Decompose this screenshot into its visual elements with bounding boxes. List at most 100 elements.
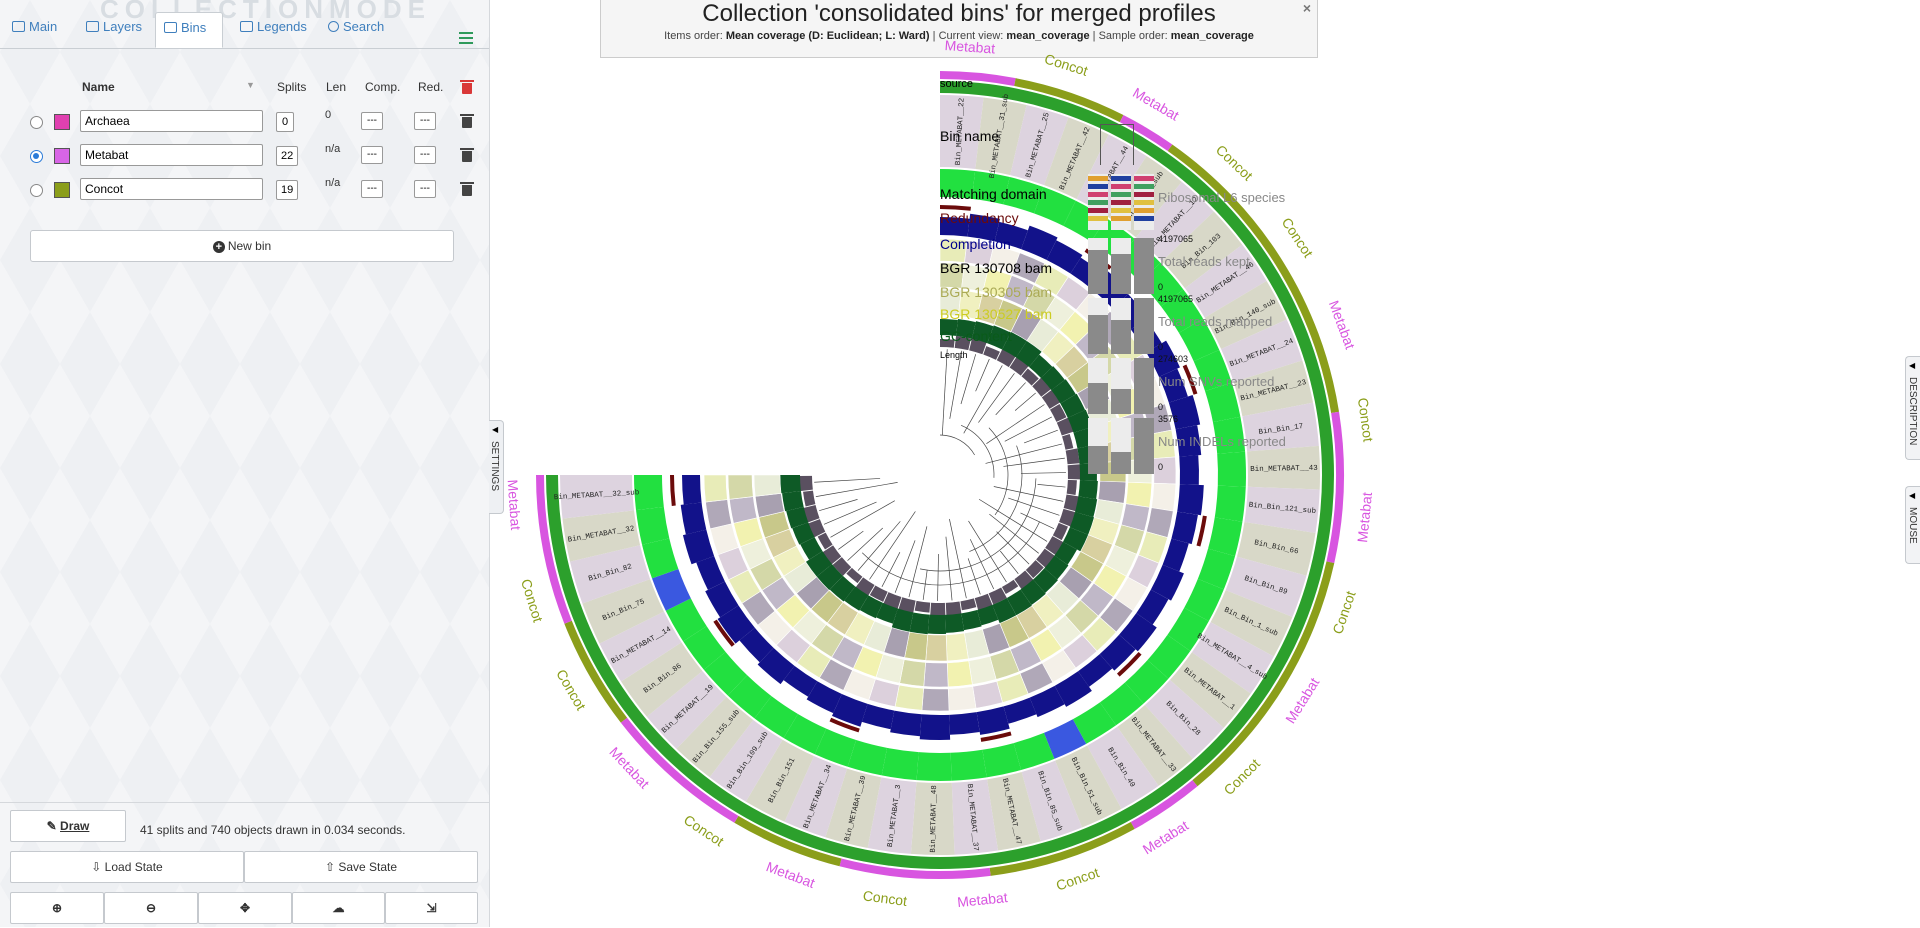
sample-layer-max: 274603 bbox=[1158, 354, 1189, 364]
mouse-toggle-tab[interactable]: ◀ MOUSE bbox=[1905, 486, 1920, 564]
gc-content-bar bbox=[971, 321, 994, 344]
bgr-cell bbox=[894, 684, 924, 711]
sort-caret-icon[interactable]: ▼ bbox=[246, 80, 255, 90]
bin-red-button[interactable]: --- bbox=[414, 180, 436, 198]
length-bar bbox=[1025, 560, 1044, 579]
bin-select-radio[interactable] bbox=[30, 184, 43, 197]
items-order-label: Items order: bbox=[664, 30, 723, 42]
bin-comp-button[interactable]: --- bbox=[361, 112, 383, 130]
upload-button[interactable]: ☁ bbox=[292, 892, 385, 924]
description-toggle-tab[interactable]: ◀ DESCRIPTION bbox=[1905, 356, 1920, 460]
gc-content-bar bbox=[961, 609, 982, 631]
hamburger-menu-icon[interactable] bbox=[459, 32, 473, 47]
bin-red-button[interactable]: --- bbox=[414, 146, 436, 164]
pencil-icon: ✎ bbox=[46, 819, 57, 833]
collection-bin-label: Concot bbox=[518, 577, 546, 624]
redundancy-bar bbox=[670, 475, 676, 506]
bin-name-cell bbox=[1204, 280, 1287, 350]
bin-name-cell bbox=[1236, 522, 1316, 576]
bin-name-input[interactable] bbox=[80, 110, 263, 132]
center-button[interactable]: ✥ bbox=[198, 892, 292, 924]
layer-label: BGR 130708 bam bbox=[940, 260, 1053, 276]
draw-button[interactable]: ✎ Draw bbox=[10, 810, 126, 842]
length-bar bbox=[1032, 376, 1053, 397]
close-icon[interactable]: × bbox=[1302, 0, 1311, 16]
collection-bin-label: Concot bbox=[862, 887, 908, 909]
bin-len: n/a bbox=[325, 143, 341, 155]
bin-color-swatch[interactable] bbox=[54, 148, 70, 164]
bin-splits-count[interactable]: 0 bbox=[276, 112, 294, 132]
delete-bin-trash-icon[interactable] bbox=[460, 114, 474, 128]
matching-domain-cell bbox=[652, 568, 691, 611]
delete-bin-trash-icon[interactable] bbox=[460, 148, 474, 162]
settings-tab-label: SETTINGS bbox=[489, 441, 500, 492]
gc-content-bar bbox=[792, 522, 815, 545]
download-svg-button[interactable]: ⇲ bbox=[385, 892, 478, 924]
bin-name-cell bbox=[560, 475, 635, 519]
bin-name-cell bbox=[1225, 556, 1307, 618]
delete-bin-trash-icon[interactable] bbox=[460, 182, 474, 196]
bin-red-button[interactable]: --- bbox=[414, 112, 436, 130]
completion-bar bbox=[806, 681, 842, 714]
col-name-header: Name bbox=[82, 80, 115, 94]
bin-name-cell bbox=[1247, 445, 1320, 490]
bin-color-swatch[interactable] bbox=[54, 114, 70, 130]
length-bar bbox=[1014, 570, 1036, 592]
bins-icon bbox=[164, 22, 177, 33]
matching-domain-cell bbox=[940, 169, 976, 199]
save-state-button[interactable]: ⇧ Save State bbox=[244, 851, 478, 883]
bin-select-radio[interactable] bbox=[30, 116, 43, 129]
tab-layers[interactable]: Layers bbox=[78, 12, 150, 48]
matching-domain-cell bbox=[1043, 719, 1087, 759]
collection-bin-label: Concot bbox=[1329, 589, 1358, 636]
gc-content-bar bbox=[1020, 579, 1046, 606]
bin-name-cell bbox=[784, 756, 848, 838]
completion-bar bbox=[682, 475, 702, 505]
tab-legends[interactable]: Legends bbox=[232, 12, 315, 48]
redundancy-bar bbox=[1116, 651, 1142, 677]
layers-icon bbox=[86, 21, 99, 32]
layer-label: BGR 130305 bam bbox=[940, 284, 1053, 300]
length-bar bbox=[817, 532, 833, 550]
matching-domain-cell bbox=[1212, 416, 1246, 454]
zoom-in-button[interactable]: ⊕ bbox=[10, 892, 104, 924]
new-bin-button[interactable]: + New bin bbox=[30, 230, 454, 262]
bin-name-input[interactable] bbox=[80, 144, 263, 166]
matching-domain-cell bbox=[783, 713, 827, 755]
phylogram-canvas[interactable]: Bin_METABAT__22 Bin_METABAT__31_sub Bin_ME… bbox=[500, 40, 1380, 927]
collection-ring bbox=[734, 815, 842, 867]
matching-domain-cell bbox=[642, 538, 679, 579]
gc-content-bar bbox=[782, 491, 804, 512]
draw-label: Draw bbox=[60, 819, 90, 833]
layer-label: Completion bbox=[940, 236, 1011, 252]
settings-toggle-tab[interactable]: ◀ SETTINGS bbox=[489, 420, 504, 514]
length-bar bbox=[798, 475, 813, 492]
bin-name-input[interactable] bbox=[80, 178, 263, 200]
layer-label: BGR 130527 bam bbox=[940, 306, 1053, 322]
completion-bar bbox=[940, 217, 970, 237]
length-bar bbox=[869, 585, 888, 602]
bgr-cell bbox=[945, 632, 969, 662]
tab-search[interactable]: Search bbox=[320, 12, 392, 48]
gc-content-bar bbox=[1060, 393, 1086, 418]
bin-select-radio[interactable] bbox=[30, 150, 43, 163]
delete-all-trash-icon[interactable] bbox=[460, 80, 474, 94]
bin-splits-count[interactable]: 22 bbox=[276, 146, 299, 166]
tab-main[interactable]: Main bbox=[4, 12, 65, 48]
tab-bins[interactable]: Bins bbox=[155, 12, 223, 48]
bin-color-swatch[interactable] bbox=[54, 182, 70, 198]
current-view-label: Current view: bbox=[938, 30, 1004, 42]
sample-bar bbox=[1111, 388, 1131, 414]
collection-bin-label: Concot bbox=[681, 811, 727, 849]
zoom-out-button[interactable]: ⊖ bbox=[104, 892, 198, 924]
taxonomy-stripe bbox=[1111, 208, 1131, 213]
layer-label: Redundancy bbox=[940, 210, 1019, 226]
bin-splits-count[interactable]: 19 bbox=[276, 180, 299, 200]
collection-ring bbox=[1326, 411, 1344, 564]
bin-comp-button[interactable]: --- bbox=[361, 146, 383, 164]
caret-left-icon: ◀ bbox=[492, 425, 499, 434]
matching-domain-cell bbox=[1099, 682, 1144, 726]
matching-domain-cell bbox=[1214, 485, 1246, 522]
bin-comp-button[interactable]: --- bbox=[361, 180, 383, 198]
load-state-button[interactable]: ⇩ Load State bbox=[10, 851, 244, 883]
